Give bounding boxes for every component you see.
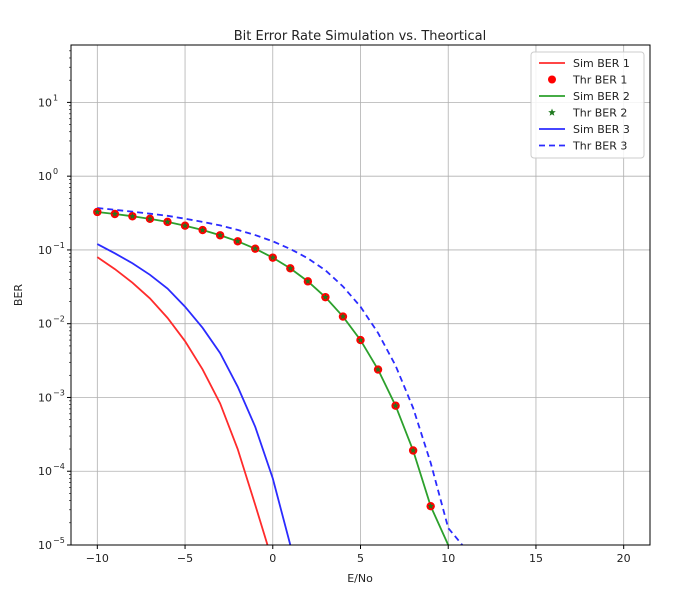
thr-ber-2-point	[304, 277, 312, 285]
thr-ber-2-point	[357, 336, 364, 343]
legend-label-sim-ber-2: Sim BER 2	[573, 90, 630, 103]
y-tick-exponent: −1	[53, 241, 65, 250]
thr-ber-2-point	[427, 502, 434, 509]
series-layer	[93, 207, 463, 545]
y-axis-label: BER	[12, 284, 25, 306]
y-tick-label: 10	[38, 244, 52, 257]
legend: Sim BER 1 Thr BER 1 Sim BER 2 Thr BER 2 Sim …	[530, 51, 645, 159]
y-tick-exponent: −3	[53, 388, 65, 397]
thr-ber-2-point	[129, 212, 136, 220]
x-tick-label: 0	[269, 552, 276, 565]
thr-ber-2-point	[111, 210, 119, 217]
y-tick-base: 10	[38, 465, 52, 478]
thr-ber-2-point	[322, 293, 329, 300]
legend-box	[530, 51, 645, 159]
x-tick-label: −5	[177, 552, 193, 565]
x-axis-label: E/No	[347, 572, 373, 585]
x-tick-label: −10	[86, 552, 109, 565]
thr-ber-2-point	[287, 264, 294, 272]
legend-swatch-thr-ber-1	[548, 75, 556, 84]
thr-ber-2-point	[234, 237, 241, 245]
y-tick-label: 10	[38, 96, 52, 109]
legend-label-thr-ber-1: Thr BER 1	[572, 74, 627, 87]
x-tick-label: 10	[441, 552, 455, 565]
y-tick-base: 10	[38, 391, 52, 404]
y-tick-label: 10	[38, 539, 52, 552]
thr-ber-2-point	[251, 245, 259, 252]
x-tick-label: 15	[529, 552, 543, 565]
y-tick-exponent: 1	[53, 93, 58, 102]
x-tick-label: 20	[617, 552, 631, 565]
thr-ber-2-point	[392, 402, 399, 409]
thr-ber-3-line	[97, 207, 463, 545]
y-tick-exponent: −5	[53, 536, 65, 545]
thr-ber-2-point	[199, 226, 206, 233]
legend-swatch-thr-ber-2	[548, 108, 556, 116]
chart-title: Bit Error Rate Simulation vs. Theortical	[234, 29, 487, 44]
y-tick-base: 10	[38, 96, 52, 109]
y-tick-base: 10	[38, 318, 52, 331]
legend-label-thr-ber-2: Thr BER 2	[572, 107, 627, 120]
y-tick-base: 10	[38, 244, 52, 257]
sim-ber-1-line	[96, 256, 269, 545]
thr-ber-2-point	[339, 313, 347, 320]
legend-label-thr-ber-3: Thr BER 3	[572, 140, 627, 153]
legend-label-sim-ber-3: Sim BER 3	[573, 123, 630, 136]
x-axis-ticks: −10 −5 0 5 10 15 20	[86, 545, 631, 565]
thr-ber-2-point	[269, 254, 277, 261]
y-tick-exponent: −2	[53, 315, 65, 324]
y-tick-label: 10	[38, 465, 52, 478]
x-tick-label: 5	[357, 552, 364, 565]
y-tick-base: 10	[38, 539, 52, 552]
thr-ber-2-point	[94, 208, 101, 215]
thr-ber-2-point	[409, 447, 417, 454]
thr-ber-2-point	[164, 218, 171, 225]
sim-ber-3-line	[96, 243, 292, 545]
y-tick-exponent: −4	[53, 462, 65, 471]
y-tick-label: 10	[38, 318, 52, 331]
thr-ber-2-point	[216, 231, 224, 239]
y-tick-exponent: 0	[53, 167, 58, 176]
thr-ber-2-point	[146, 215, 154, 222]
thr-ber-2-point	[374, 366, 382, 373]
legend-label-sim-ber-1: Sim BER 1	[573, 57, 630, 70]
y-tick-label: 10	[38, 170, 52, 183]
thr-ber-2-point	[181, 222, 189, 229]
y-tick-base: 10	[38, 170, 52, 183]
y-tick-label: 10	[38, 391, 52, 404]
